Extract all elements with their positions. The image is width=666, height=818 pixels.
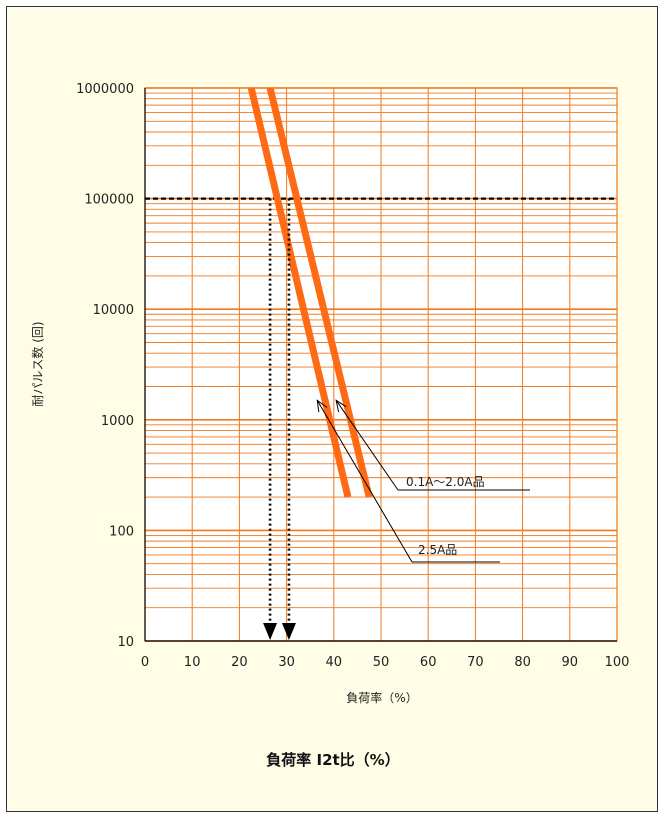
y-tick-label: 10000 — [93, 303, 134, 318]
readout-layer — [263, 198, 296, 640]
x-tick-label: 80 — [514, 655, 531, 670]
x-tick-label: 10 — [184, 655, 201, 670]
callout-arrowhead — [335, 399, 347, 413]
x-tick-label: 90 — [562, 655, 579, 670]
y-axis-title: 耐パルス数 (回) — [30, 321, 45, 406]
grid — [144, 87, 618, 642]
x-tick-label: 60 — [420, 655, 437, 670]
y-tick-label: 100000 — [84, 193, 134, 208]
chart-caption: 負荷率 I2t比（%） — [266, 751, 400, 769]
y-tick-label: 100 — [109, 524, 134, 539]
x-tick-label: 30 — [278, 655, 295, 670]
series-line — [247, 87, 352, 498]
y-ticks: 10 100 1000 10000 100000 1000000 — [76, 82, 134, 650]
callout-label: 2.5A品 — [418, 543, 457, 557]
x-tick-label: 0 — [141, 655, 149, 670]
annotation-layer: 0.1A～2.0A品 2.5A品 — [316, 399, 530, 563]
callout-arrowhead — [316, 399, 328, 413]
readout-arrowhead — [263, 623, 278, 640]
series-layer — [247, 87, 373, 498]
y-tick-label: 10 — [117, 635, 134, 650]
x-tick-label: 70 — [467, 655, 484, 670]
x-tick-label: 100 — [605, 655, 630, 670]
series-line — [266, 87, 373, 498]
callout-leader — [335, 400, 399, 491]
callout-leader — [316, 400, 413, 563]
y-tick-label: 1000 — [101, 414, 134, 429]
readout-arrowhead — [281, 623, 296, 640]
x-tick-label: 40 — [326, 655, 343, 670]
callout-label: 0.1A～2.0A品 — [406, 475, 485, 489]
x-tick-label: 50 — [373, 655, 390, 670]
x-tick-label: 20 — [231, 655, 248, 670]
x-ticks: 0 10 20 30 40 50 60 70 80 90 100 — [141, 655, 630, 670]
x-axis-title: 負荷率（%） — [346, 690, 417, 705]
y-tick-label: 1000000 — [76, 82, 134, 97]
